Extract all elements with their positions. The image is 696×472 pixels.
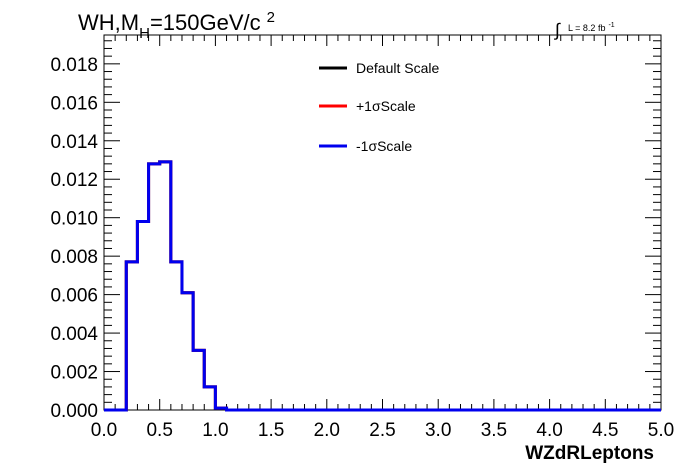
histogram-series-1 (104, 160, 661, 412)
y-tick-label: 0.010 (50, 209, 98, 230)
title-main: WH,M (78, 10, 139, 35)
plot-frame (103, 34, 662, 411)
y-tick-label: 0.004 (50, 324, 98, 345)
lumi-integral: ∫ (553, 20, 561, 40)
x-tick-label: 0.0 (91, 420, 117, 441)
histogram-series-3 (104, 160, 661, 412)
y-tick-label: 0.000 (50, 401, 98, 422)
x-tick-label: 0.5 (146, 420, 172, 441)
title-rest: =150GeV/c (150, 10, 261, 35)
x-tick-label: 4.5 (592, 420, 618, 441)
legend-label: -1σScale (356, 138, 412, 154)
title-superscript: 2 (267, 9, 275, 26)
lumi-superscript: -1 (608, 22, 614, 29)
y-tick-label: 0.008 (50, 247, 98, 268)
lumi-label: L = 8.2 fb -1 (568, 22, 615, 33)
x-tick-label: 2.5 (369, 420, 395, 441)
legend-label: +1σScale (356, 98, 416, 114)
y-tick-label: 0.006 (50, 286, 98, 307)
lumi-text: L = 8.2 fb (568, 23, 605, 33)
x-tick-label: 5.0 (648, 420, 674, 441)
series-layer (104, 160, 661, 412)
y-tick-label: 0.016 (50, 93, 98, 114)
x-tick-label: 1.5 (258, 420, 284, 441)
legend: Default Scale +1σScale -1σScale (319, 60, 439, 154)
x-tick-label: 3.0 (425, 420, 451, 441)
x-tick-label: 2.0 (314, 420, 340, 441)
histogram-series-2 (104, 160, 661, 412)
title-subscript: H (139, 25, 150, 42)
x-tick-label: 4.0 (536, 420, 562, 441)
x-axis-label: WZdRLeptons (525, 443, 654, 464)
y-axis: 0.000 0.002 0.004 0.006 0.008 0.010 0.012 0.014… (50, 40, 661, 422)
y-tick-label: 0.018 (50, 55, 98, 76)
y-tick-label: 0.014 (50, 132, 98, 153)
x-tick-label: 1.0 (202, 420, 228, 441)
y-tick-label: 0.002 (50, 363, 98, 384)
y-tick-label: 0.012 (50, 170, 98, 191)
chart-title: WH,MH=150GeV/c 2 (78, 9, 275, 42)
x-axis: 0.0 0.5 1.0 1.5 2.0 2.5 3.0 3.5 4.0 4.5 5.0 (91, 35, 674, 441)
legend-label: Default Scale (356, 60, 439, 76)
x-tick-label: 3.5 (481, 420, 507, 441)
